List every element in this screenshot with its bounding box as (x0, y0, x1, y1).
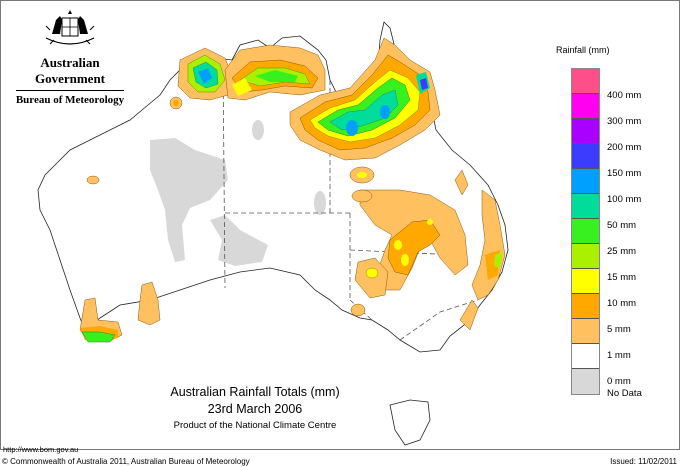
legend-label: 200 mm (607, 142, 642, 153)
map-date: 23rd March 2006 (207, 402, 303, 416)
government-name: Australian Government (34, 55, 106, 86)
legend-label: 100 mm (607, 194, 642, 205)
legend-box-5-10 (572, 294, 599, 319)
map-title: Australian Rainfall Totals (mm) (170, 385, 340, 399)
website-link[interactable]: http://www.bom.gov.au (3, 445, 79, 454)
map-title-block: Australian Rainfall Totals (mm) 23rd Mar… (130, 385, 380, 431)
tasmania-coastline (389, 399, 431, 446)
legend-box-1-5 (572, 319, 599, 344)
no-data-region (150, 138, 228, 262)
rain-east-coast (454, 169, 506, 331)
legend-box-200-300 (572, 119, 599, 144)
rain-north-nt (224, 44, 326, 101)
legend-label: 15 mm (607, 272, 637, 283)
legend-label: 400 mm (607, 90, 642, 101)
rain-southwest-wa (79, 96, 183, 343)
legend-box-100-150 (572, 169, 599, 194)
legend-box-10-15 (572, 269, 599, 294)
legend-box-0-1 (572, 344, 599, 369)
legend-box-no-data (572, 369, 599, 394)
legend-label: 150 mm (607, 168, 642, 179)
copyright-notice: © Commonwealth of Australia 2011, Austra… (2, 457, 250, 466)
legend-box-150-200 (572, 144, 599, 169)
issued-date: Issued: 11/02/2011 (610, 457, 677, 466)
legend-label: 1 mm (607, 350, 631, 361)
legend-label: 5 mm (607, 324, 631, 335)
rain-gulf-cape-york (289, 37, 441, 161)
legend-color-scale (571, 68, 600, 395)
legend-label: 0 mm (607, 376, 631, 387)
legend-label: No Data (607, 388, 642, 399)
no-data-region (314, 191, 326, 215)
agency-name: Bureau of Meteorology (15, 94, 125, 106)
coat-of-arms-icon (45, 10, 95, 45)
legend-title: Rainfall (mm) (556, 45, 610, 55)
australian-government-logo: Australian Government Bureau of Meteorol… (8, 8, 132, 106)
map-product-note: Product of the National Climate Centre (173, 420, 337, 431)
legend-box-300-400 (572, 94, 599, 119)
legend-label: 25 mm (607, 246, 637, 257)
legend-box-15-25 (572, 244, 599, 269)
legend-box-above-400 (572, 69, 599, 94)
legend-label: 10 mm (607, 298, 637, 309)
legend-label: 300 mm (607, 116, 642, 127)
legend-box-25-50 (572, 219, 599, 244)
rainfall-map (37, 21, 509, 446)
no-data-region (210, 215, 268, 266)
no-data-region (252, 120, 264, 140)
legend-label: 50 mm (607, 220, 637, 231)
rain-north-kimberley (177, 47, 233, 101)
logo-divider (16, 90, 124, 91)
legend-box-50-100 (572, 194, 599, 219)
rain-interior-east (349, 166, 469, 317)
